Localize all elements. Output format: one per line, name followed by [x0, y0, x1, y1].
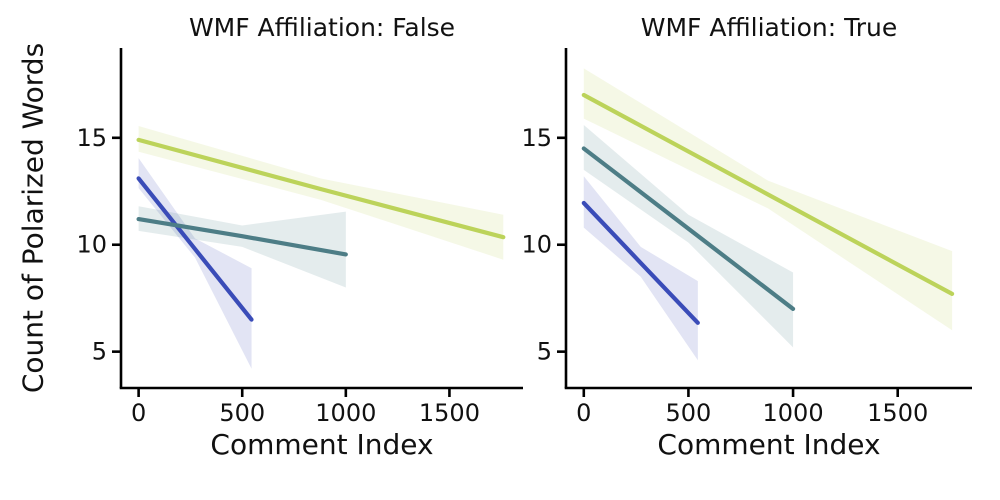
- ci-band-series-green: [583, 68, 953, 331]
- axes-wmf-false: 0 500 1000 1500 5 10 15 Comment Index: [76, 48, 523, 461]
- regression-line-series-blue: [581, 200, 700, 325]
- x-axis-label: Comment Index: [210, 428, 433, 461]
- x-tick-label: 1000: [763, 399, 824, 427]
- regression-line-series-blue: [136, 176, 254, 322]
- regression-line-series-green: [136, 137, 506, 240]
- y-tick-label: 10: [76, 231, 107, 259]
- regression-line-series-green: [581, 92, 955, 296]
- y-tick-label: 15: [76, 124, 107, 152]
- x-tick-label: 0: [131, 399, 146, 427]
- x-tick-label: 1500: [867, 399, 928, 427]
- panel-title-wmf-true: WMF Affiliation: True: [640, 13, 898, 42]
- ci-band-series-blue: [138, 158, 252, 369]
- axes-wmf-true: 0 500 1000 1500 5 10 15 Comment Index: [521, 48, 972, 461]
- x-axis-label: Comment Index: [657, 428, 880, 461]
- x-tick-label: 1500: [419, 399, 480, 427]
- x-tick-label: 1000: [315, 399, 376, 427]
- regression-line-series-teal: [581, 146, 796, 311]
- regression-line-series-teal: [136, 217, 348, 257]
- panel-title-wmf-false: WMF Affiliation: False: [188, 13, 456, 42]
- y-tick-label: 10: [521, 231, 552, 259]
- y-tick-label: 15: [521, 124, 552, 152]
- x-tick-label: 500: [219, 399, 265, 427]
- ci-band-series-teal: [583, 124, 794, 348]
- y-tick-label: 5: [92, 338, 107, 366]
- y-axis-label: Count of Polarized Words: [16, 42, 50, 394]
- ci-band-series-green: [138, 126, 504, 260]
- x-tick-label: 500: [666, 399, 712, 427]
- ci-band-series-blue: [583, 176, 698, 361]
- y-tick-label: 5: [537, 338, 552, 366]
- x-tick-label: 0: [576, 399, 591, 427]
